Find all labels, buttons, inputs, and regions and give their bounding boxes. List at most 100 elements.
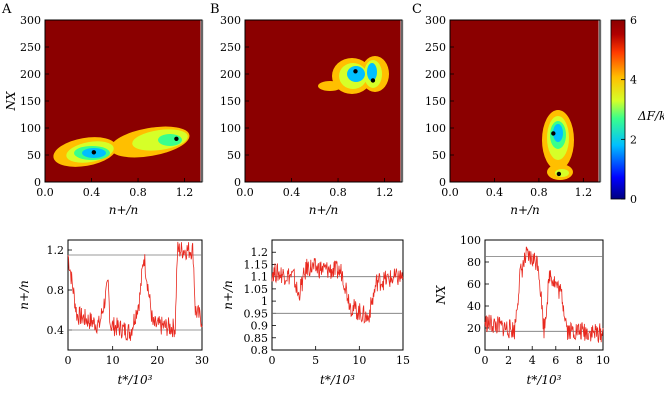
trace-xtick-2-0: 0 (482, 354, 489, 367)
colorbar-label: ΔF/kBT (637, 109, 664, 123)
heatmap-ytick-2-3: 150 (425, 95, 446, 108)
colorbar-tick-3: 6 (630, 14, 637, 27)
minimum-point-1-0 (353, 69, 358, 74)
heatmap-ytick-1-0: 0 (234, 176, 241, 189)
heatmap-xtick-0-2: 0.8 (129, 186, 147, 199)
heatmap-ytick-2-6: 300 (425, 14, 446, 27)
trace-a-frame (67, 239, 203, 351)
trace-c-frame (484, 239, 604, 351)
panel-letter-c: C (412, 2, 422, 17)
heatmap-ytick-1-2: 100 (220, 122, 241, 135)
trace-xtick-0-2: 20 (150, 354, 164, 367)
heatmap-xtick-2-1: 0.4 (486, 186, 504, 199)
trace-xtick-1-0: 0 (269, 354, 276, 367)
trace-line-2 (484, 246, 604, 343)
trace-xtick-0-1: 10 (106, 354, 120, 367)
minimum-point-0-0 (91, 150, 97, 155)
heatmap-xtick-0-1: 0.4 (83, 186, 101, 199)
heatmap-xtick-2-2: 0.8 (530, 186, 548, 199)
heatmap-ytick-2-5: 250 (425, 41, 446, 54)
trace-ytick-2-4: 80 (467, 256, 481, 269)
heatmap-xtick-1-3: 1.2 (376, 186, 394, 199)
trace-xtick-0-0: 0 (65, 354, 72, 367)
trace-ytick-1-1: 0.85 (244, 332, 269, 345)
trace-ylabel-1: n+/n (221, 280, 235, 310)
trace-xtick-1-2: 10 (352, 354, 366, 367)
trace-ytick-2-0: 0 (474, 344, 481, 357)
trace-ytick-1-0: 0.8 (251, 344, 269, 357)
trace-ytick-1-5: 1.05 (244, 283, 269, 296)
heatmap-ytick-2-4: 200 (425, 68, 446, 81)
heatmap-ytick-0-4: 200 (20, 68, 41, 81)
trace-ytick-2-1: 20 (467, 322, 481, 335)
heatmap-ytick-0-2: 100 (20, 122, 41, 135)
trace-ytick-1-4: 1 (261, 295, 268, 308)
heatmap-xtick-2-0: 0.0 (441, 186, 459, 199)
trace-ytick-1-2: 0.9 (251, 320, 269, 333)
heatmap-xtick-1-0: 0.0 (236, 186, 254, 199)
heatmap-ytick-0-1: 50 (27, 149, 41, 162)
heatmap-xtick-1-2: 0.8 (329, 186, 347, 199)
trace-xtick-2-4: 8 (576, 354, 583, 367)
heatmap-xtick-0-3: 1.2 (176, 186, 194, 199)
trace-line-0 (67, 241, 203, 341)
colorbar-tick-2: 4 (630, 74, 637, 87)
colorbar-tick-0: 0 (630, 193, 637, 206)
trace-line-1 (271, 258, 404, 324)
trace-ytick-0-2: 1.2 (47, 244, 65, 257)
trace-xtick-1-1: 5 (312, 354, 319, 367)
minimum-point-2-1 (556, 171, 562, 177)
trace-ytick-1-8: 1.2 (251, 246, 269, 259)
trace-ytick-1-7: 1.15 (244, 258, 269, 271)
heatmap-c (450, 20, 602, 182)
heatmap-xtick-2-3: 1.2 (575, 186, 593, 199)
trace-ytick-1-6: 1.1 (251, 271, 269, 284)
heatmap-xlabel-0: n+/n (109, 203, 139, 217)
heatmap-b (245, 20, 404, 182)
trace-xtick-0-3: 30 (195, 354, 209, 367)
colorbar (610, 19, 626, 200)
heatmap-ytick-2-1: 50 (432, 149, 446, 162)
trace-xtick-2-2: 4 (529, 354, 536, 367)
heatmap-ytick-1-1: 50 (227, 149, 241, 162)
trace-xtick-2-1: 2 (505, 354, 512, 367)
trace-ytick-0-0: 0.4 (47, 324, 65, 337)
heatmap-xtick-1-1: 0.4 (283, 186, 301, 199)
trace-xlabel-2: t*/10³ (527, 373, 562, 387)
minimum-point-2-0 (551, 131, 556, 136)
trace-xtick-2-5: 10 (596, 354, 610, 367)
panel-letter-b: B (210, 2, 220, 17)
trace-xlabel-1: t*/10³ (320, 373, 355, 387)
trace-ylabel-2: NX (434, 285, 448, 306)
heatmap-ytick-0-3: 150 (20, 95, 41, 108)
heatmap-xlabel-1: n+/n (309, 203, 339, 217)
minimum-point-0-1 (174, 136, 179, 141)
heatmap-ytick-1-3: 150 (220, 95, 241, 108)
heatmap-xlabel-2: n+/n (510, 203, 540, 217)
heatmap-ytick-1-6: 300 (220, 14, 241, 27)
heatmap-ylabel-0: NX (4, 91, 18, 112)
trace-xlabel-0: t*/10³ (118, 373, 153, 387)
trace-ylabel-0: n+/n (17, 280, 31, 310)
heatmap-xtick-0-0: 0.0 (36, 186, 54, 199)
heatmap-c-background (450, 20, 600, 182)
heatmap-ytick-1-4: 200 (220, 68, 241, 81)
trace-ytick-0-1: 0.8 (47, 284, 65, 297)
minimum-point-1-1 (370, 78, 376, 83)
trace-ytick-2-3: 60 (467, 278, 481, 291)
trace-ytick-2-2: 40 (467, 300, 481, 313)
trace-xtick-1-3: 15 (396, 354, 410, 367)
trace-ytick-2-5: 100 (460, 234, 481, 247)
heatmap-ytick-1-5: 250 (220, 41, 241, 54)
heatmap-ytick-0-5: 250 (20, 41, 41, 54)
heatmap-a (45, 20, 204, 182)
trace-xtick-2-3: 6 (552, 354, 559, 367)
heatmap-ytick-0-0: 0 (34, 176, 41, 189)
heatmap-ytick-2-2: 100 (425, 122, 446, 135)
panel-letter-a: A (1, 2, 12, 17)
heatmap-ytick-0-6: 300 (20, 14, 41, 27)
colorbar-tick-1: 2 (630, 133, 637, 146)
trace-b-frame (271, 239, 404, 351)
